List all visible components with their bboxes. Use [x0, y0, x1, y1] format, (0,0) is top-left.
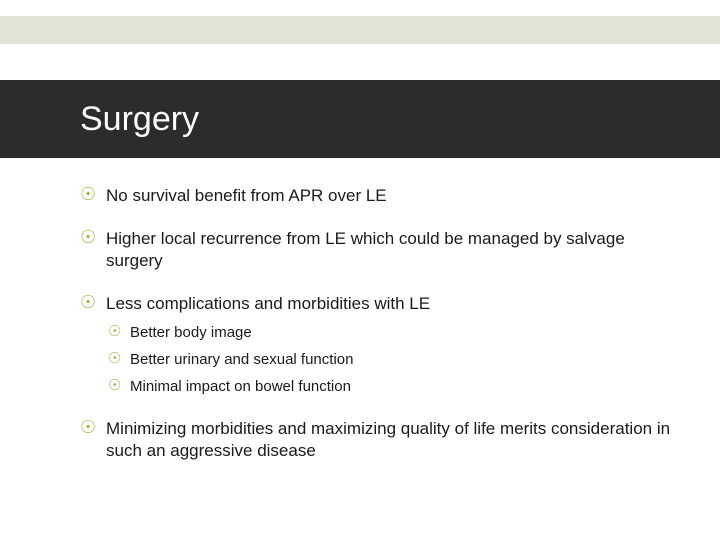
list-item-text: Less complications and morbidities with … [106, 293, 680, 314]
list-item-text: Better body image [130, 324, 680, 343]
bullet-icon: ☉ [108, 324, 130, 341]
list-item: ☉ Less complications and morbidities wit… [80, 293, 680, 314]
list-item: ☉ Higher local recurrence from LE which … [80, 228, 680, 271]
bullet-icon: ☉ [80, 293, 106, 313]
sub-list: ☉ Better body image ☉ Better urinary and… [80, 324, 680, 396]
list-item-text: Higher local recurrence from LE which co… [106, 228, 680, 271]
bullet-icon: ☉ [80, 418, 106, 438]
list-item-text: Better urinary and sexual function [130, 351, 680, 370]
list-item-text: Minimizing morbidities and maximizing qu… [106, 418, 680, 461]
slide-title: Surgery [80, 100, 199, 139]
list-item: ☉ Better urinary and sexual function [108, 351, 680, 370]
list-item-text: Minimal impact on bowel function [130, 378, 680, 397]
slide: Surgery ☉ No survival benefit from APR o… [0, 0, 720, 540]
list-item: ☉ Minimal impact on bowel function [108, 378, 680, 397]
bullet-icon: ☉ [108, 351, 130, 368]
bullet-icon: ☉ [108, 378, 130, 395]
top-accent-band [0, 16, 720, 44]
list-item: ☉ No survival benefit from APR over LE [80, 185, 680, 206]
bullet-icon: ☉ [80, 228, 106, 248]
title-band: Surgery [0, 80, 720, 158]
list-item: ☉ Minimizing morbidities and maximizing … [80, 418, 680, 461]
content-area: ☉ No survival benefit from APR over LE ☉… [80, 185, 680, 483]
list-item-text: No survival benefit from APR over LE [106, 185, 680, 206]
list-item: ☉ Better body image [108, 324, 680, 343]
bullet-icon: ☉ [80, 185, 106, 205]
